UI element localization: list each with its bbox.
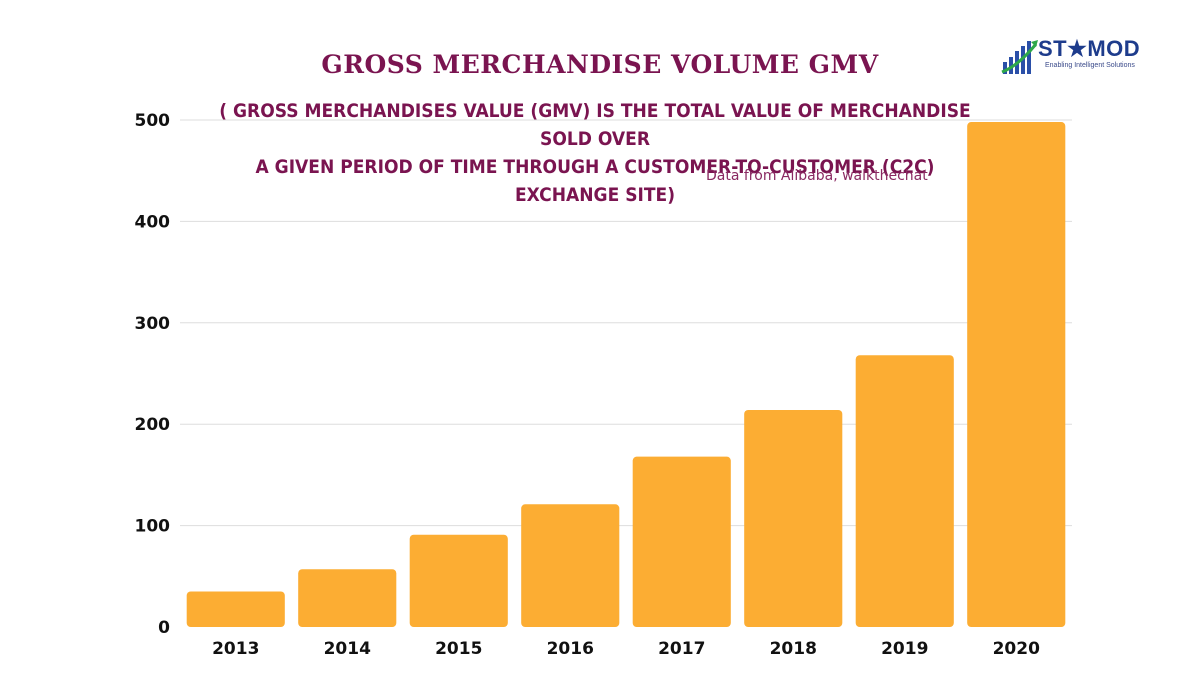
bar-2020 — [967, 122, 1066, 627]
x-tick-label-2020: 2020 — [993, 639, 1040, 659]
y-tick-label-300: 300 — [135, 314, 171, 334]
logo-wordmark: ST★MOD — [1038, 36, 1141, 61]
data-source-note: Data from Alibaba, walkthechat — [706, 168, 928, 184]
x-tick-label-2016: 2016 — [547, 639, 594, 659]
x-tick-label-2018: 2018 — [770, 639, 817, 659]
bar-2018 — [744, 410, 843, 627]
bar-2017 — [632, 456, 731, 627]
x-tick-label-2014: 2014 — [324, 639, 371, 659]
subtitle-line-1: ( GROSS MERCHANDISES VALUE (GMV) IS THE … — [219, 100, 971, 150]
stmod-logo: ST★MOD Enabling Intelligent Solutions — [1000, 34, 1140, 82]
x-tick-label-2017: 2017 — [658, 639, 705, 659]
chart-title: GROSS MERCHANDISE VOLUME GMV — [321, 50, 879, 79]
bar-2015 — [409, 534, 508, 627]
bar-2013 — [186, 591, 285, 627]
y-tick-label-100: 100 — [135, 517, 171, 537]
bar-2014 — [298, 569, 397, 627]
y-tick-label-500: 500 — [135, 111, 171, 131]
y-tick-label-0: 0 — [158, 618, 170, 638]
subtitle-line-2: A GIVEN PERIOD OF TIME THROUGH A CUSTOME… — [255, 156, 935, 206]
x-tick-label-2019: 2019 — [881, 639, 928, 659]
bar-2016 — [521, 504, 620, 627]
y-tick-label-400: 400 — [135, 212, 171, 232]
rising-bars-logo-icon — [1001, 40, 1038, 74]
logo-tagline: Enabling Intelligent Solutions — [1045, 62, 1135, 69]
chart-subtitle: ( GROSS MERCHANDISES VALUE (GMV) IS THE … — [210, 97, 980, 209]
x-tick-label-2013: 2013 — [212, 639, 259, 659]
y-tick-label-200: 200 — [135, 415, 171, 435]
x-tick-label-2015: 2015 — [435, 639, 482, 659]
bar-2019 — [855, 355, 954, 627]
